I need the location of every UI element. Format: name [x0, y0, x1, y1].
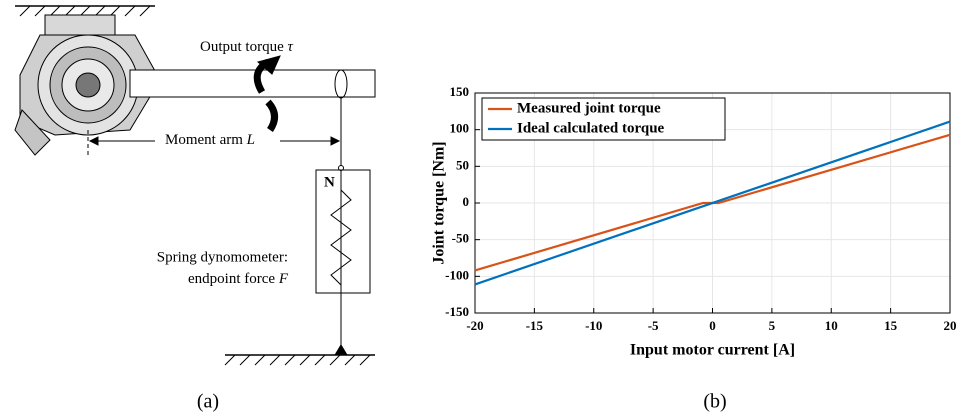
- caption-b: (b): [703, 391, 726, 413]
- y-tick-label: 50: [456, 157, 469, 172]
- x-tick-label: -20: [466, 318, 483, 333]
- tau-symbol: τ: [288, 39, 294, 55]
- x-tick-label: 15: [884, 318, 898, 333]
- y-tick-label: 150: [450, 84, 470, 99]
- spring-line2: endpoint force F: [188, 271, 289, 287]
- plot-frame: [474, 92, 951, 314]
- x-tick-label: 0: [709, 318, 716, 333]
- y-tick-label: -150: [445, 304, 469, 319]
- line-series: [474, 120, 951, 286]
- y-tick-label: 0: [463, 194, 470, 209]
- panel-a: [14, 5, 376, 366]
- x-tick-label: 5: [769, 318, 776, 333]
- output-torque-label: Output torque τ: [200, 39, 294, 55]
- output-torque-text: Output torque: [200, 39, 284, 55]
- caption-a: (a): [197, 391, 219, 413]
- y-tick-label: -100: [445, 267, 469, 282]
- y-tick-label: 100: [450, 121, 470, 136]
- legend-box: [481, 97, 726, 141]
- spring-line2-text: endpoint force: [188, 271, 275, 287]
- moment-arm-text: Moment arm: [165, 132, 243, 148]
- l-symbol: L: [246, 132, 255, 148]
- gauge-mark: N: [324, 174, 335, 190]
- x-tick-label: -5: [648, 318, 659, 333]
- x-tick-label: 10: [825, 318, 838, 333]
- x-tick-label: -15: [526, 318, 544, 333]
- legend-label: Ideal calculated torque: [517, 120, 665, 136]
- legend-label: Measured joint torque: [517, 100, 661, 116]
- f-symbol: F: [278, 271, 289, 287]
- moment-arm-label: Moment arm L: [165, 132, 255, 148]
- x-tick-label: 20: [944, 318, 957, 333]
- x-tick-label: -10: [585, 318, 602, 333]
- y-tick-label: -50: [452, 231, 469, 246]
- spring-line1: Spring dynomometer:: [157, 249, 288, 265]
- x-axis-label: Input motor current [A]: [630, 342, 795, 359]
- y-axis-label: Joint torque [Nm]: [431, 141, 448, 264]
